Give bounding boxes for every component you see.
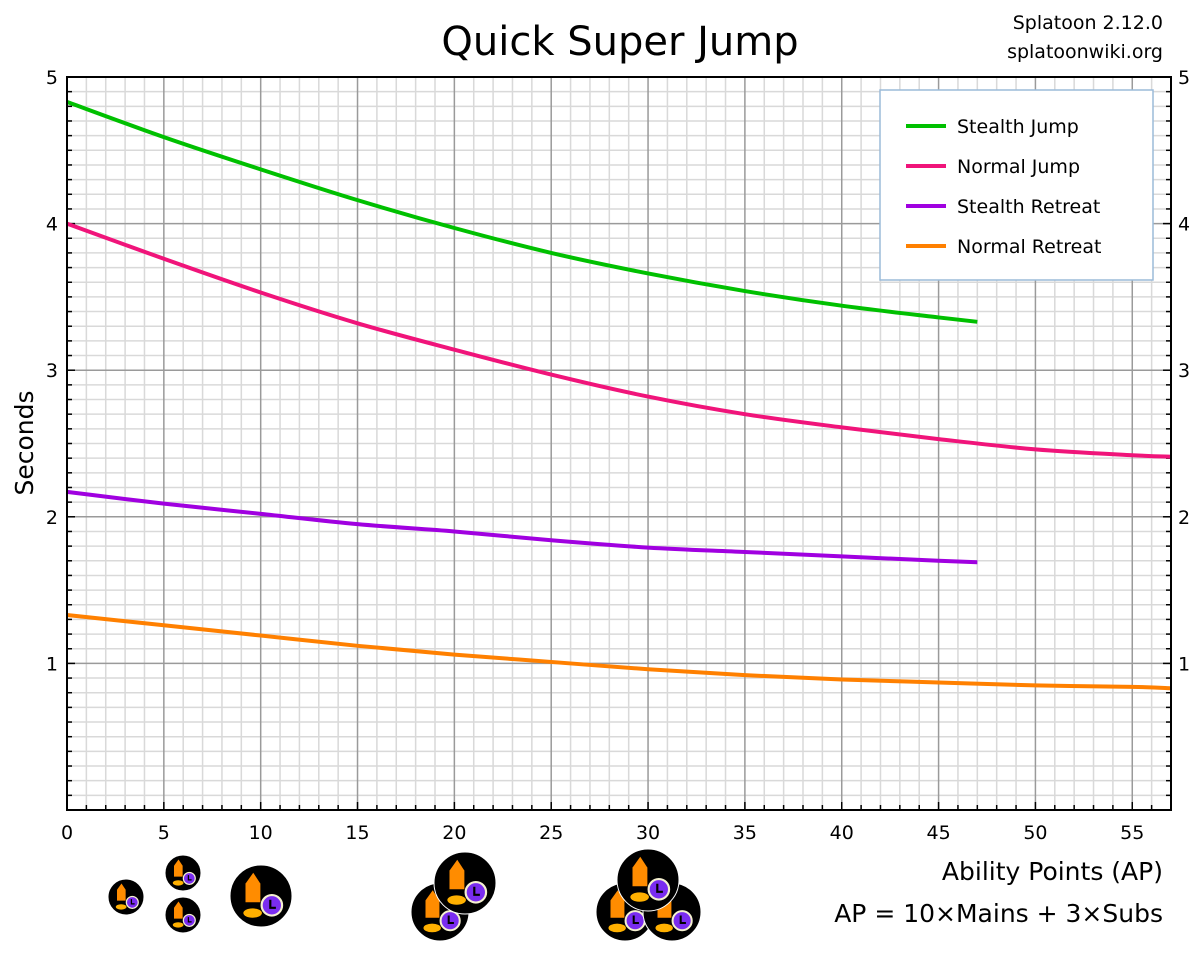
y-tick-label: 4 — [46, 214, 58, 236]
x-tick-label: 0 — [61, 822, 73, 844]
flame-icon — [243, 908, 262, 918]
clock-icon — [439, 910, 461, 932]
x-tick-label: 50 — [1023, 822, 1047, 844]
clock-icon — [260, 893, 284, 917]
clock-hands-icon — [473, 886, 480, 896]
series-lines — [66, 100, 1172, 691]
source-site: splatoonwiki.org — [1007, 41, 1163, 63]
squid-icon — [610, 890, 625, 918]
series-line-stealth-retreat — [66, 489, 978, 565]
legend-label: Normal Jump — [957, 156, 1080, 178]
y-tick-label: 2 — [46, 507, 58, 529]
x-tick-label: 45 — [926, 822, 950, 844]
clock-icon — [647, 877, 671, 901]
x-tick-label: 55 — [1120, 822, 1144, 844]
source-version: Splatoon 2.12.0 — [1013, 12, 1163, 34]
clock-icon — [671, 910, 693, 932]
y-tick-label: 1 — [46, 653, 58, 675]
ability-badge-icon — [229, 864, 293, 928]
x-tick-label: 35 — [733, 822, 757, 844]
y-tick-label: 5 — [46, 67, 58, 89]
ability-badge-icon — [433, 851, 497, 915]
x-tick-label: 15 — [345, 822, 369, 844]
grid — [66, 76, 1172, 810]
clock-icon — [624, 910, 646, 932]
clock-hands-icon — [187, 917, 192, 923]
badge-circle — [433, 851, 497, 915]
flame-icon — [423, 923, 441, 933]
clock-icon — [464, 880, 488, 904]
badge-circle — [229, 864, 293, 928]
y-tick-label-right: 3 — [1178, 360, 1190, 382]
ability-badge-icon — [107, 878, 145, 916]
legend-label: Normal Retreat — [957, 236, 1101, 258]
series-line-normal-jump — [66, 221, 1172, 459]
ability-badge-icon — [164, 854, 202, 892]
tick-labels: 0 5 10 15 20 25 30 35 40 45 50 551 12 23 34 45 5 — [46, 67, 1190, 844]
y-tick-label-right: 2 — [1178, 507, 1190, 529]
clock-hands-icon — [632, 915, 639, 925]
clock-hands-icon — [679, 915, 686, 925]
x-tick-label: 40 — [830, 822, 854, 844]
clock-icon — [182, 913, 196, 927]
squid-icon — [449, 859, 465, 890]
flame-icon — [655, 923, 673, 933]
flame-icon — [447, 895, 466, 905]
legend: Stealth Jump Normal Jump Stealth Retreat No… — [879, 89, 1154, 281]
flame-icon — [115, 904, 127, 910]
x-tick-label: 25 — [539, 822, 563, 844]
badge-circle — [164, 854, 202, 892]
badge-circle — [107, 878, 145, 916]
clock-icon — [125, 895, 139, 909]
legend-label: Stealth Jump — [957, 116, 1079, 138]
x-axis-label: Ability Points (AP) — [942, 857, 1163, 886]
squid-icon — [174, 859, 183, 877]
y-tick-label-right: 4 — [1178, 214, 1190, 236]
chart-title: Quick Super Jump — [441, 19, 798, 65]
clock-hands-icon — [269, 899, 276, 909]
badge-circle — [164, 896, 202, 934]
legend-box — [879, 89, 1154, 281]
clock-hands-icon — [187, 875, 192, 881]
y-tick-label-right: 5 — [1178, 67, 1190, 89]
x-tick-label: 20 — [442, 822, 466, 844]
flame-icon — [630, 892, 649, 902]
squid-icon — [117, 883, 126, 901]
x-tick-label: 10 — [249, 822, 273, 844]
flame-icon — [172, 880, 184, 886]
series-line-stealth-jump — [66, 100, 978, 324]
clock-icon — [182, 871, 196, 885]
series-line-normal-retreat — [66, 613, 1172, 691]
flame-icon — [172, 922, 184, 928]
ability-badge-icon — [164, 896, 202, 934]
x-tick-label: 5 — [158, 822, 170, 844]
squid-icon — [632, 856, 648, 887]
plot-frame — [66, 76, 1172, 811]
legend-label: Stealth Retreat — [957, 196, 1100, 218]
x-tick-label: 30 — [636, 822, 660, 844]
y-tick-label-right: 1 — [1178, 653, 1190, 675]
squid-icon — [174, 901, 183, 919]
y-axis-label: Seconds — [10, 390, 39, 495]
ability-badge-icon — [616, 848, 680, 912]
clock-hands-icon — [656, 883, 663, 893]
clock-hands-icon — [447, 915, 454, 925]
squid-icon — [425, 890, 440, 918]
ability-icons — [107, 848, 702, 942]
x-axis-note: AP = 10×Mains + 3×Subs — [834, 899, 1163, 928]
flame-icon — [608, 923, 626, 933]
y-tick-label: 3 — [46, 360, 58, 382]
badge-circle — [616, 848, 680, 912]
clock-hands-icon — [130, 899, 135, 905]
squid-icon — [245, 872, 261, 903]
